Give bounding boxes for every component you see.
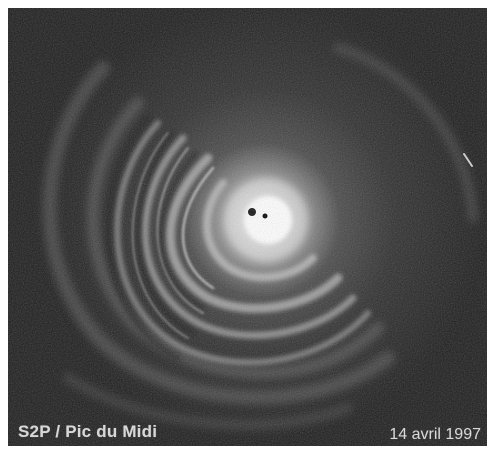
texture bbox=[8, 8, 487, 446]
comet-image: S2P / Pic du Midi 14 avril 1997 bbox=[8, 8, 487, 446]
observatory-caption: S2P / Pic du Midi bbox=[18, 422, 158, 441]
date-caption: 14 avril 1997 bbox=[389, 426, 481, 443]
comet-jets-image bbox=[8, 8, 487, 446]
